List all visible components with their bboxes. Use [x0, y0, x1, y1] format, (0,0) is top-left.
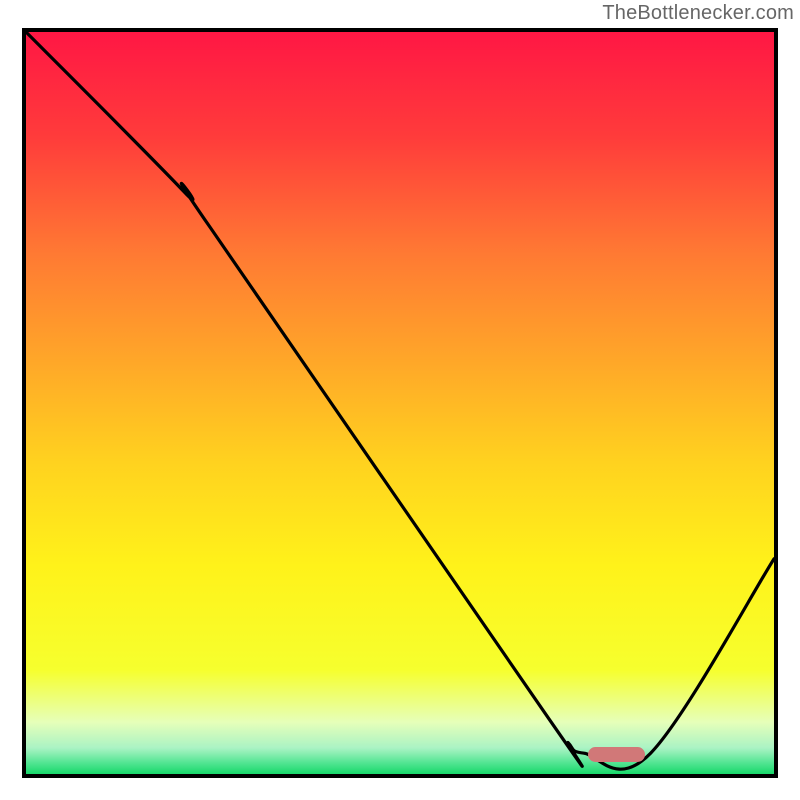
watermark-text: TheBottlenecker.com — [602, 2, 794, 25]
plot-frame — [22, 28, 778, 778]
optimal-point-marker — [588, 747, 645, 762]
bottleneck-curve — [26, 32, 774, 774]
curve-path — [26, 32, 774, 769]
chart-canvas: TheBottlenecker.com — [0, 0, 800, 800]
